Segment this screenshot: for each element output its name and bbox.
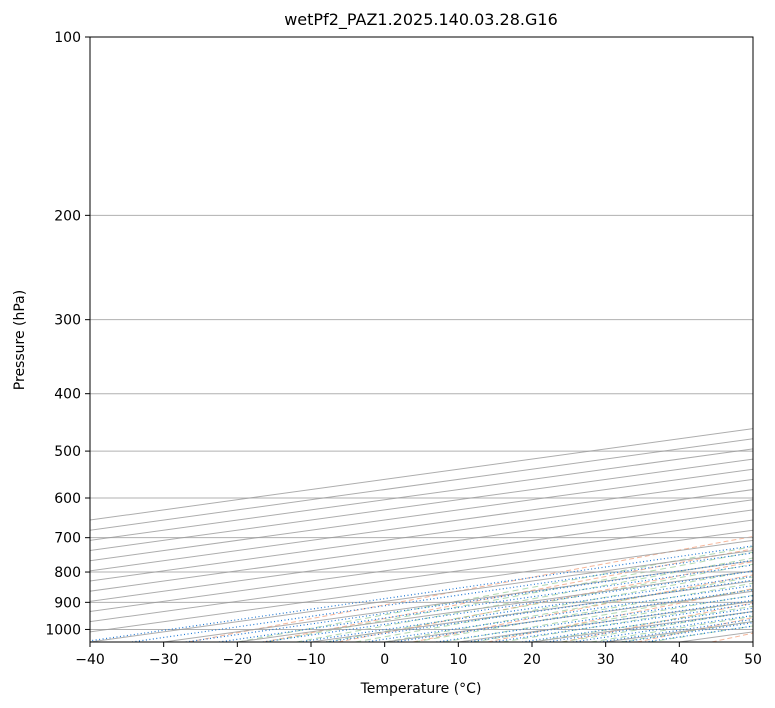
x-tick-label: −30 [149, 652, 179, 668]
moist-adiabat-line [266, 551, 753, 642]
isotherm-line [90, 438, 753, 531]
moist-adiabat-line [561, 610, 753, 642]
y-tick-label: 700 [54, 531, 81, 547]
y-tick-label: 600 [54, 491, 81, 507]
chart-title: wetPf2_PAZ1.2025.140.03.28.G16 [284, 10, 558, 30]
plot-area: 0.10.20.40.611.52346810131620253036-100-… [90, 37, 753, 642]
y-tick-label: 200 [54, 208, 81, 224]
x-tick-label: 20 [523, 652, 541, 668]
x-tick-label: 10 [449, 652, 467, 668]
x-tick-label: 40 [670, 652, 688, 668]
y-tick-label: 800 [54, 565, 81, 581]
x-tick-label: 30 [597, 652, 615, 668]
y-axis-title: Pressure (hPa) [12, 290, 28, 390]
isotherm-line [90, 489, 753, 582]
isotherm-line [458, 600, 753, 642]
isotherm-line [90, 468, 753, 562]
x-tick-label: 0 [380, 652, 389, 668]
mixing-ratio-line [90, 545, 753, 642]
moist-adiabat-line [384, 576, 753, 642]
y-tick-label: 400 [54, 387, 81, 403]
moist-adiabat-line [237, 545, 753, 642]
dry-adiabat-line [412, 574, 753, 642]
isotherm-line [237, 570, 753, 642]
isotherm-line [90, 539, 753, 633]
x-tick-label: −20 [223, 652, 253, 668]
moist-adiabat-line [325, 563, 753, 642]
x-axis-ticks: −40 −30 −20 −10 0 10 20 30 40 50 [75, 642, 762, 668]
dry-adiabat-line [263, 548, 753, 642]
isotherms [90, 428, 753, 642]
y-tick-label: 900 [54, 595, 81, 611]
dry-adiabat-line [562, 602, 753, 642]
dry-adiabat-line [338, 561, 753, 642]
isotherm-line [90, 509, 753, 602]
x-tick-label: −10 [296, 652, 326, 668]
y-axis-ticks: 100 200 300 400 500 600 700 800 900 1000 [45, 30, 90, 638]
moist-adiabat-line [620, 620, 753, 642]
mixing-ratio-line [546, 610, 753, 642]
isotherm-line [90, 499, 753, 592]
moist-adiabat-line [443, 588, 753, 642]
isotherm-line [163, 560, 753, 642]
x-tick-label: 50 [744, 652, 762, 668]
y-tick-label: 500 [54, 444, 81, 460]
dry-adiabat-line [487, 588, 753, 642]
isotherm-line [90, 478, 753, 572]
isotherm-line [90, 458, 753, 552]
x-tick-label: −40 [75, 652, 105, 668]
mixing-ratio-lines [90, 545, 753, 642]
moist-adiabats [237, 545, 753, 642]
moist-adiabat-line [296, 557, 753, 642]
moist-adiabat-line [414, 582, 753, 642]
y-tick-label: 1000 [45, 622, 81, 638]
isotherm-line [90, 428, 753, 521]
isotherm-line [90, 529, 753, 623]
isotherm-line [90, 519, 753, 613]
dry-adiabat-line [188, 535, 753, 642]
moist-adiabat-line [355, 569, 753, 642]
isotherm-line [752, 641, 753, 642]
y-tick-label: 300 [54, 313, 81, 329]
isotherm-line [679, 631, 753, 642]
mixing-ratio-line [365, 585, 753, 642]
x-axis-title: Temperature (°C) [360, 681, 482, 697]
moist-adiabat-line [502, 600, 753, 642]
y-tick-label: 100 [54, 30, 81, 46]
pressure-gridlines [90, 37, 753, 630]
mixing-ratio-line [394, 589, 753, 642]
plot-frame [89, 36, 754, 643]
dry-adiabat-line [636, 617, 753, 642]
dry-adiabats [188, 535, 753, 642]
dry-adiabat-line [711, 632, 753, 642]
isotherm-line [90, 448, 753, 541]
